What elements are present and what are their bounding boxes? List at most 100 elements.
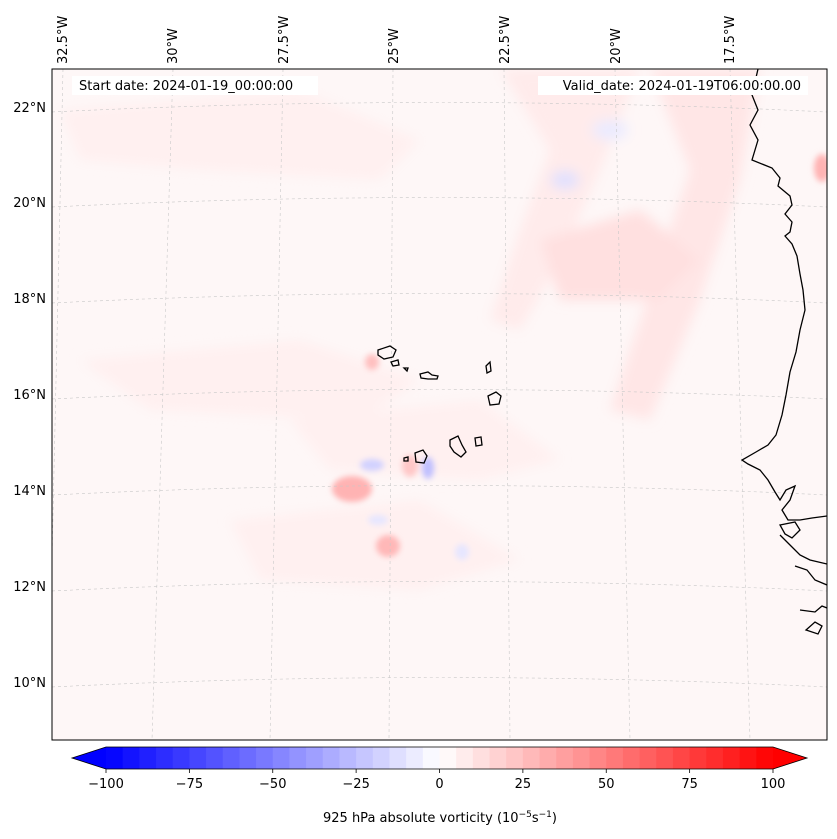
- colorbar-cell: [372, 747, 390, 769]
- vorticity-core-6: [365, 354, 379, 370]
- vorticity-core-9: [814, 154, 827, 182]
- colorbar-cell: [739, 747, 757, 769]
- colorbar-cell: [706, 747, 724, 769]
- colorbar-cell: [389, 747, 407, 769]
- colorbar-tick-label: −25: [342, 777, 369, 792]
- colorbar-cell: [139, 747, 157, 769]
- colorbar: −100 −75 −50 −25 0 25 50 75 100 925 hPa absolute…: [70, 746, 809, 826]
- vorticity-core-4: [360, 459, 384, 471]
- vorticity-negative-2: [551, 171, 579, 189]
- lon-label: 27.5°W: [277, 16, 292, 64]
- vorticity-band-5: [80, 340, 420, 420]
- gridlines: [52, 69, 827, 740]
- lon-label: 17.5°W: [723, 16, 738, 64]
- colorbar-cell: [472, 747, 491, 769]
- lon-label: 20°W: [609, 28, 624, 64]
- vorticity-core-5: [376, 535, 400, 557]
- colorbar-cell: [639, 747, 657, 769]
- colorbar-cell: [539, 747, 557, 769]
- colorbar-cell: [322, 747, 340, 769]
- lon-label: 22.5°W: [498, 16, 513, 64]
- colorbar-cell: [722, 747, 741, 769]
- colorbar-cell: [406, 747, 424, 769]
- lon-label: 25°W: [387, 28, 402, 64]
- coastlines: [740, 69, 827, 635]
- start-date-text: Start date: 2024-01-19_00:00:00: [79, 79, 293, 94]
- island-sal: [485, 360, 492, 374]
- valid-date-box: [538, 76, 808, 95]
- lon-label: 32.5°W: [56, 16, 71, 64]
- vorticity-cores: [332, 154, 827, 560]
- colorbar-cell: [239, 747, 257, 769]
- island-sao-vicente: [390, 359, 400, 367]
- vorticity-band-6: [290, 400, 560, 480]
- map-frame: [51, 68, 828, 741]
- island-sao-nicolau: [419, 371, 439, 380]
- colorbar-extend-min: [72, 747, 106, 769]
- island-santa-luzia: [402, 367, 409, 373]
- colorbar-cell: [256, 747, 274, 769]
- colorbar-cell: [439, 747, 457, 769]
- colorbar-tick-label: 0: [435, 777, 443, 792]
- longitude-labels: 32.5°W 30°W 27.5°W 25°W 22.5°W 20°W 17.5…: [56, 16, 738, 64]
- vorticity-patches: [60, 69, 760, 590]
- island-santo-antao: [377, 345, 397, 360]
- lat-label: 22°N: [13, 101, 46, 116]
- colorbar-cell: [522, 747, 541, 769]
- colorbar-cell: [289, 747, 307, 769]
- colorbar-cell: [272, 747, 290, 769]
- colorbar-cell: [689, 747, 707, 769]
- colorbar-cell: [606, 747, 624, 769]
- colorbar-ticks: −100 −75 −50 −25 0 25 50 75 100: [88, 769, 785, 792]
- colorbar-cell: [356, 747, 374, 769]
- vorticity-core-7: [368, 515, 388, 525]
- vorticity-band-4: [60, 90, 420, 180]
- island-brava: [403, 456, 409, 462]
- vorticity-negative-1: [592, 120, 628, 140]
- colorbar-cell: [589, 747, 607, 769]
- colorbar-tick-label: 100: [761, 777, 786, 792]
- lat-label: 18°N: [13, 292, 46, 307]
- lat-label: 10°N: [13, 676, 46, 691]
- vorticity-band-7: [230, 500, 520, 590]
- latitude-labels: 22°N 20°N 18°N 16°N 14°N 12°N 10°N: [13, 101, 46, 691]
- colorbar-cell: [756, 747, 774, 769]
- valid-date-text: Valid_date: 2024-01-19T06:00:00.00: [563, 79, 801, 94]
- vorticity-band-2: [610, 69, 760, 420]
- island-boa-vista: [487, 391, 502, 406]
- colorbar-cell: [172, 747, 190, 769]
- colorbar-cell: [672, 747, 691, 769]
- colorbar-tick-label: 25: [515, 777, 532, 792]
- colorbar-tick-label: −75: [176, 777, 203, 792]
- colorbar-cell: [422, 747, 440, 769]
- island-fogo: [414, 449, 428, 464]
- colorbar-cell: [306, 747, 324, 769]
- vorticity-band-3: [540, 210, 700, 300]
- colorbar-cell: [222, 747, 240, 769]
- colorbar-cell: [572, 747, 591, 769]
- colorbar-tick-label: 50: [598, 777, 615, 792]
- vorticity-core-1: [332, 476, 372, 502]
- map-area: Start date: 2024-01-19_00:00:00 Valid_da…: [51, 68, 828, 741]
- lat-label: 14°N: [13, 484, 46, 499]
- colorbar-cell: [206, 747, 224, 769]
- island-santiago: [449, 435, 467, 458]
- colorbar-cell: [189, 747, 207, 769]
- colorbar-cell: [156, 747, 174, 769]
- colorbar-cells: [106, 747, 774, 769]
- start-date-box: [72, 76, 318, 95]
- lon-label: 30°W: [166, 28, 181, 64]
- vorticity-core-3: [422, 457, 434, 479]
- colorbar-cell: [489, 747, 507, 769]
- colorbar-label: 925 hPa absolute vorticity (10−5s−1): [323, 810, 557, 826]
- colorbar-cell: [106, 747, 124, 769]
- lat-label: 12°N: [13, 580, 46, 595]
- colorbar-tick-label: 75: [681, 777, 698, 792]
- colorbar-cell: [506, 747, 524, 769]
- colorbar-cell: [339, 747, 357, 769]
- colorbar-tick-label: −100: [88, 777, 124, 792]
- colorbar-extend-max: [773, 747, 807, 769]
- colorbar-cell: [622, 747, 641, 769]
- colorbar-cell: [122, 747, 140, 769]
